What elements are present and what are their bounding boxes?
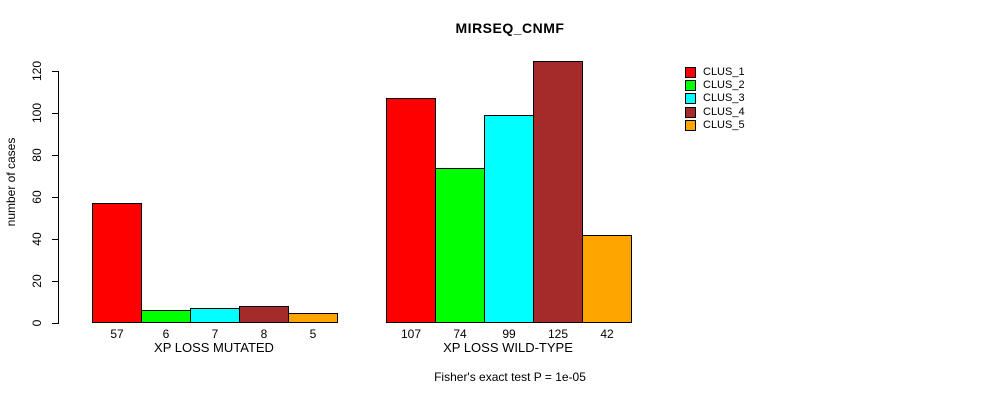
y-tick-label: 40 [30, 232, 44, 246]
legend-item-label: CLUS_5 [703, 118, 745, 131]
y-tick-mark [52, 281, 59, 282]
bar-value-label: 74 [453, 327, 467, 341]
legend-item-label: CLUS_1 [703, 66, 745, 79]
legend-color-swatch [685, 119, 696, 131]
legend-color-swatch [685, 80, 696, 92]
bar-value-label: 42 [600, 327, 614, 341]
bar-value-label: 7 [211, 327, 219, 341]
bar-value-label: 99 [502, 327, 516, 341]
legend: CLUS_1 CLUS_2 CLUS_3 CLUS_4 CLUS_5 [685, 66, 745, 132]
legend-color-swatch [685, 106, 696, 118]
legend-color-swatch [685, 67, 696, 79]
y-tick-label: 0 [30, 319, 44, 327]
legend-item: CLUS_4 [685, 106, 745, 119]
annotation-text: Fisher's exact test P = 1e-05 [434, 370, 586, 384]
bar-clus_3 [190, 308, 240, 323]
bar-clus_5 [288, 312, 338, 323]
y-tick-mark [52, 323, 59, 324]
legend-item: CLUS_2 [685, 79, 745, 92]
y-tick-label: 20 [30, 274, 44, 288]
bar-value-label: 5 [309, 327, 317, 341]
bar-clus_5 [582, 234, 632, 323]
bar-clus_4 [533, 60, 583, 323]
y-tick-label: 80 [30, 148, 44, 162]
bar-value-label: 107 [400, 327, 422, 341]
legend-item: CLUS_3 [685, 92, 745, 105]
bar-clus_4 [239, 306, 289, 323]
bar-clus_1 [92, 203, 142, 323]
legend-item: CLUS_5 [685, 119, 745, 132]
bar-value-label: 8 [260, 327, 268, 341]
legend-item-label: CLUS_2 [703, 79, 745, 92]
y-tick-label: 60 [30, 190, 44, 204]
bar-clus_1 [386, 98, 436, 323]
bar-clus_2 [141, 310, 191, 323]
y-tick-mark [52, 155, 59, 156]
bar-value-label: 125 [547, 327, 569, 341]
legend-item: CLUS_1 [685, 66, 745, 79]
group-label: XP LOSS WILD-TYPE [443, 340, 573, 355]
bar-value-label: 6 [162, 327, 170, 341]
y-axis-label: number of cases [4, 137, 18, 227]
bar-clus_2 [435, 167, 485, 323]
legend-item-label: CLUS_3 [703, 92, 745, 105]
y-tick-label: 100 [30, 102, 44, 124]
legend-item-label: CLUS_4 [703, 105, 745, 118]
bar-value-label: 57 [110, 327, 124, 341]
legend-color-swatch [685, 93, 696, 105]
y-tick-mark [52, 71, 59, 72]
group-label: XP LOSS MUTATED [154, 340, 274, 355]
y-tick-mark [52, 197, 59, 198]
y-tick-mark [52, 113, 59, 114]
y-tick-label: 120 [30, 60, 44, 82]
bar-clus_3 [484, 115, 534, 323]
chart-title: MIRSEQ_CNMF [455, 20, 565, 36]
y-tick-mark [52, 239, 59, 240]
